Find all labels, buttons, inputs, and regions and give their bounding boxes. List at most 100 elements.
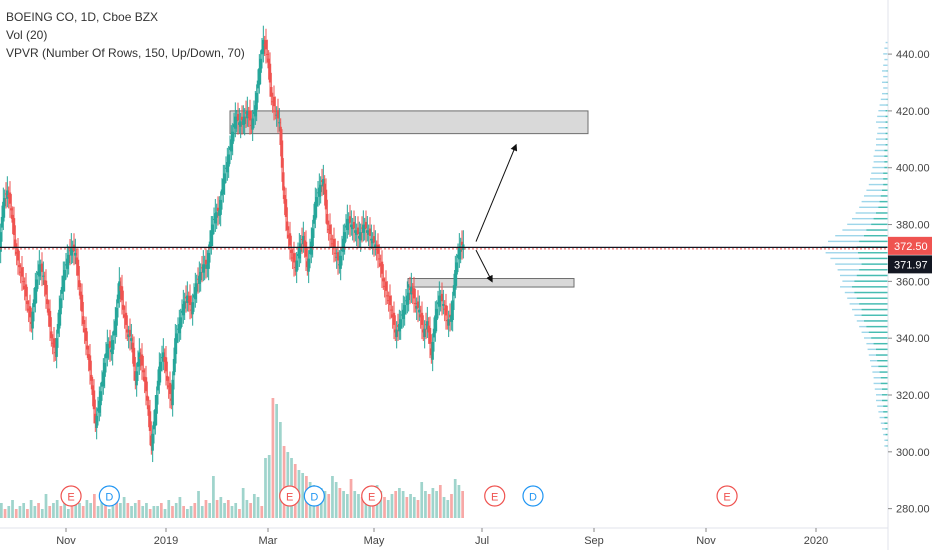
vpvr-bar-down (879, 200, 888, 203)
vpvr-bar-down (864, 320, 888, 322)
vpvr-bar-down (864, 235, 888, 237)
candle-body (207, 252, 210, 269)
vpvr-bar-down (876, 348, 888, 351)
candle-body (176, 328, 180, 330)
vpvr-bar (828, 240, 888, 243)
candle-body (422, 329, 425, 333)
candle-body (336, 252, 340, 261)
vpvr-bar (884, 439, 888, 441)
candle-body (60, 287, 64, 294)
candle-body (199, 271, 202, 281)
volume-bar (3, 509, 7, 518)
volume-bar (78, 503, 81, 518)
volume-bar (163, 509, 167, 518)
legend-title[interactable]: BOEING CO, 1D, Cboe BZX (6, 10, 159, 24)
candle-body (7, 195, 10, 198)
candle-body (47, 308, 50, 316)
vpvr-bar (874, 149, 888, 152)
vpvr-bar (873, 161, 888, 163)
candle-body (383, 285, 386, 287)
vpvr-bar-down (884, 166, 888, 169)
candle-body (438, 295, 441, 307)
candle-body (294, 266, 297, 268)
volume-bar (379, 491, 383, 518)
vpvr-bar-down (880, 382, 888, 385)
earnings-label: E (286, 492, 293, 504)
vpvr-bar-down (883, 405, 888, 407)
vpvr-bar (882, 70, 888, 72)
candle-body (194, 287, 197, 300)
vpvr-bar-down (854, 291, 888, 294)
candle-body (26, 301, 29, 305)
volume-bar (327, 494, 331, 518)
vpvr-bar-down (883, 411, 888, 413)
vpvr-bar (883, 87, 888, 89)
candle-body (179, 317, 182, 329)
candle-body (224, 167, 228, 169)
y-tick-label: 420.00 (896, 106, 930, 118)
candle-body (282, 172, 285, 191)
candle-body (334, 252, 337, 254)
candle-body (379, 263, 382, 267)
candle-body (283, 195, 286, 204)
legend-vpvr[interactable]: VPVR (Number Of Rows, 150, Up/Down, 70) (6, 46, 245, 60)
candle-body (122, 304, 125, 310)
candle-body (70, 247, 73, 256)
candle-body (75, 257, 78, 265)
volume-bar (301, 473, 305, 518)
candle-body (292, 253, 296, 263)
candle-body (406, 295, 409, 305)
candle-body (182, 304, 185, 316)
vpvr-bar (873, 155, 888, 157)
candle-body (136, 361, 140, 367)
candle-body (255, 92, 258, 110)
candle-body (195, 283, 198, 292)
volume-bar (420, 482, 424, 518)
candle-body (311, 228, 314, 247)
candle-body (64, 264, 68, 266)
earnings-label: E (368, 492, 375, 504)
chart-legend: BOEING CO, 1D, Cboe BZX Vol (20) VPVR (N… (6, 8, 245, 62)
candle-body (116, 294, 120, 304)
candle-body (338, 264, 341, 266)
volume-bar (85, 500, 89, 518)
dividend-marker (303, 485, 325, 507)
candle-body (347, 220, 350, 224)
candle-body (410, 287, 413, 295)
candle-body (140, 354, 144, 366)
candle-body (307, 258, 310, 272)
candle-body (55, 338, 58, 357)
candle-body (447, 319, 450, 326)
candle-body (235, 118, 238, 122)
candle-body (331, 243, 334, 245)
candle-body (435, 308, 438, 320)
vpvr-bar-down (858, 252, 888, 254)
volume-bar (424, 491, 427, 518)
candle-body (398, 323, 401, 332)
candle-body (276, 110, 280, 119)
candle-body (346, 218, 349, 231)
candle-body (298, 247, 301, 259)
vpvr-bar-down (861, 308, 888, 311)
y-tick-label: 340.00 (896, 333, 930, 345)
candle-body (198, 275, 201, 285)
volume-bar (141, 506, 145, 518)
vpvr-bar-down (852, 286, 888, 288)
legend-volume[interactable]: Vol (20) (6, 28, 48, 42)
volume-bar (427, 494, 431, 518)
candle-body (71, 249, 74, 252)
vpvr-bar-down (882, 388, 888, 390)
candle-body (34, 287, 37, 304)
volume-bar (111, 506, 115, 518)
y-tick-label: 400.00 (896, 163, 930, 175)
candle-body (123, 314, 126, 318)
vpvr-bar-down (880, 195, 888, 197)
volume-bar (55, 500, 59, 518)
candle-body (151, 433, 154, 451)
candle-body (352, 221, 356, 229)
candle-body (183, 301, 186, 309)
candle-body (82, 316, 85, 324)
candle-body (291, 257, 294, 259)
